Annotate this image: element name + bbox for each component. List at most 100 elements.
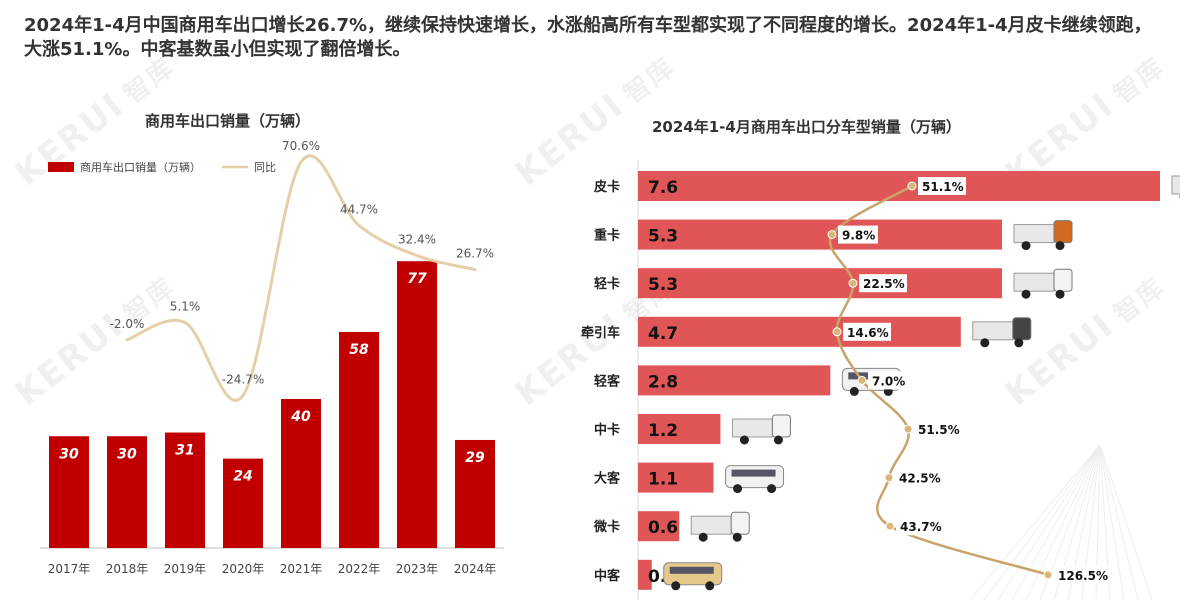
vehicle-wheel <box>767 484 777 494</box>
decorative-line <box>1099 444 1153 601</box>
vehicle-wheel <box>671 581 681 591</box>
decorative-line <box>1099 444 1125 601</box>
vehicle-cab <box>730 511 750 535</box>
bar <box>638 171 1160 201</box>
yoy-label-bg <box>838 225 878 244</box>
heavy-truck-icon <box>1013 220 1073 251</box>
bar-value-label: 5.3 <box>648 227 678 247</box>
medium-truck-icon <box>731 414 791 445</box>
vehicle-wheel <box>849 386 859 396</box>
x-tick-label: 2023年 <box>396 562 439 576</box>
decorative-line <box>1025 444 1101 601</box>
bar <box>281 399 321 548</box>
bar-value-label: 30 <box>59 446 79 462</box>
category-label: 牵引车 <box>581 325 620 341</box>
category-label: 重卡 <box>594 228 620 244</box>
yoy-label: 7.0% <box>872 374 905 388</box>
x-tick-label: 2024年 <box>454 562 497 576</box>
x-tick-label: 2021年 <box>280 562 323 576</box>
yoy-label-bg <box>1054 565 1110 584</box>
bar <box>107 436 147 548</box>
yoy-label: 14.6% <box>847 326 889 340</box>
bar-value-label: 2.8 <box>648 372 678 392</box>
vehicle-cargo <box>1013 272 1055 292</box>
yoy-label-bg <box>895 468 943 487</box>
yoy-point <box>848 278 858 288</box>
yoy-label: 126.5% <box>1058 569 1108 583</box>
right-chart-title: 2024年1-4月商用车出口分车型销量（万辆） <box>652 118 961 136</box>
vehicle-cargo <box>972 321 1014 341</box>
vehicle-cab <box>1053 220 1073 244</box>
bar <box>165 432 205 548</box>
vehicle-wheel <box>1014 338 1024 348</box>
bar <box>638 462 714 493</box>
vehicle-wheel <box>1021 241 1031 251</box>
decorative-line <box>1099 444 1139 601</box>
yoy-label: 43.7% <box>900 520 942 534</box>
yoy-label-bg <box>868 371 908 390</box>
vehicle-wheel <box>698 532 708 542</box>
yoy-label: -24.7% <box>222 373 264 387</box>
bar-value-label: 40 <box>290 409 311 425</box>
legend-bar-swatch <box>48 162 74 172</box>
bar-value-label: 29 <box>465 450 485 466</box>
bar <box>638 414 721 444</box>
category-label: 中客 <box>594 568 621 584</box>
decorative-line <box>983 444 1101 601</box>
yoy-label-bg <box>859 274 907 293</box>
vehicle-windows <box>669 566 714 574</box>
x-tick-label: 2019年 <box>164 562 207 576</box>
bar <box>638 365 831 396</box>
vehicle-wheel <box>732 532 742 542</box>
bar-value-label: 4.7 <box>648 324 678 344</box>
decorative-line <box>997 444 1101 601</box>
vehicle-wheel <box>1055 289 1065 299</box>
x-tick-label: 2018年 <box>106 562 149 576</box>
headline: 2024年1-4月中国商用车出口增长26.7%，继续保持快速增长，水涨船高所有车… <box>24 15 1152 60</box>
vehicle-wheel <box>1021 289 1031 299</box>
mini-truck-icon <box>690 511 750 542</box>
vehicle-wheel <box>705 581 715 591</box>
yoy-line <box>125 154 477 402</box>
bar <box>223 458 263 548</box>
yoy-label: -2.0% <box>110 317 145 331</box>
bar-value-label: 31 <box>175 443 194 459</box>
bar <box>397 261 437 548</box>
bar <box>638 316 961 347</box>
right-chart: 7.6 皮卡 5.3 重卡 5.3 轻卡 4.7 牵引车 2.8 轻客 1.2 中卡 1.1 大客 0.6 微… <box>581 160 1180 601</box>
vehicle-wheel <box>773 435 783 445</box>
x-tick-label: 2020年 <box>222 562 265 576</box>
category-label: 轻客 <box>594 373 621 389</box>
yoy-point <box>832 327 842 337</box>
yoy-label: 70.6% <box>282 139 320 153</box>
x-tick-label: 2022年 <box>338 562 381 576</box>
vehicle-wheel <box>733 484 743 494</box>
yoy-label-bg <box>843 322 891 341</box>
pickup-truck-icon <box>1171 175 1180 200</box>
bar-value-label: 5.3 <box>648 275 678 295</box>
yoy-label: 5.1% <box>170 300 201 314</box>
vehicle-cargo <box>690 515 732 535</box>
decorative-line <box>969 444 1101 601</box>
yoy-point <box>1043 570 1053 580</box>
yoy-label: 44.7% <box>340 202 378 216</box>
category-label: 大客 <box>594 471 621 487</box>
yoy-label-bg <box>918 177 966 195</box>
vehicle-cab <box>771 414 791 438</box>
vehicle-windows <box>731 469 776 477</box>
bar <box>638 511 680 542</box>
yoy-label: 51.1% <box>922 180 964 194</box>
bar-value-label: 24 <box>233 469 252 485</box>
bar-value-label: 1.1 <box>648 470 678 490</box>
bar-value-label: 1.2 <box>648 421 678 441</box>
legend-bar-label: 商用车出口销量（万辆） <box>80 160 201 174</box>
yoy-label: 32.4% <box>398 233 436 247</box>
bar-value-label: 30 <box>117 446 137 462</box>
vehicle-wheel <box>1055 241 1065 251</box>
yoy-label-bg <box>896 517 944 536</box>
bar <box>455 439 495 548</box>
yoy-point <box>885 521 895 531</box>
medium-bus-icon <box>663 562 723 591</box>
bar-value-label: 0.6 <box>648 518 678 538</box>
category-label: 中卡 <box>594 422 620 438</box>
